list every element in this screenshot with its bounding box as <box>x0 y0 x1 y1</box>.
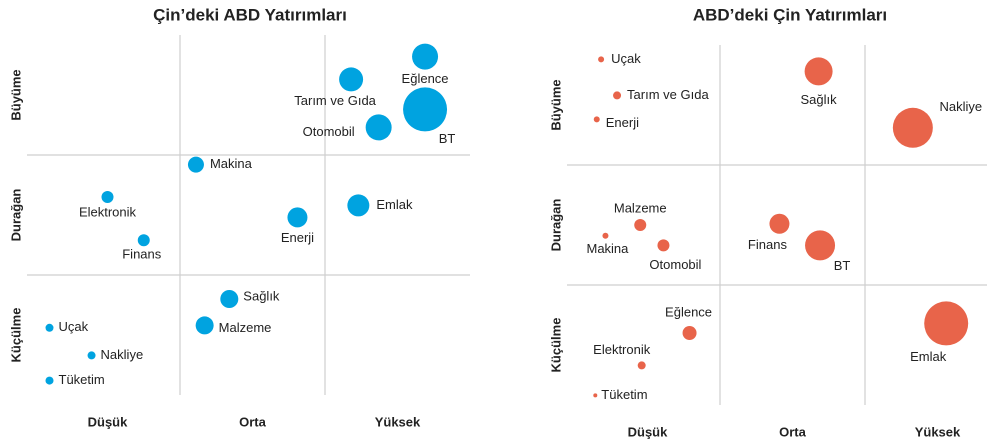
bubble <box>45 323 54 332</box>
data-label: Sağlık <box>243 288 280 303</box>
bubble <box>87 351 96 360</box>
bubble <box>45 376 54 385</box>
bubble <box>347 194 370 217</box>
bubble <box>613 91 622 100</box>
data-label: Emlak <box>376 197 413 212</box>
data-label: Uçak <box>611 51 641 66</box>
data-label: Eğlence <box>402 71 449 86</box>
bubble <box>634 219 647 231</box>
y-tick-label: Durağan <box>8 189 23 242</box>
bubble <box>220 290 239 308</box>
bubble <box>924 301 969 346</box>
bubble <box>657 239 670 252</box>
data-label: Nakliye <box>940 99 983 114</box>
bubble <box>195 316 214 335</box>
bubble <box>804 57 833 86</box>
x-tick-label: Düşük <box>628 424 669 439</box>
y-tick-label: Küçülme <box>548 318 563 373</box>
data-label: Makina <box>210 156 253 171</box>
x-tick-label: Orta <box>779 424 807 439</box>
bubble <box>137 234 150 247</box>
bubble <box>187 156 204 173</box>
bubble <box>769 213 790 234</box>
data-label: Finans <box>122 247 162 262</box>
bubble <box>682 326 697 340</box>
data-label: Tarım ve Gıda <box>627 87 709 102</box>
y-tick-label: Büyüme <box>8 69 23 120</box>
bubble <box>403 87 448 132</box>
bubble <box>602 232 609 239</box>
x-tick-label: Düşük <box>88 414 129 429</box>
data-label: BT <box>439 131 456 146</box>
bubble <box>339 67 364 92</box>
y-tick-label: Büyüme <box>548 79 563 130</box>
data-label: Sağlık <box>801 92 838 107</box>
data-label: Malzeme <box>219 320 272 335</box>
bubble <box>805 230 836 261</box>
data-label: Tüketim <box>601 387 647 402</box>
data-label: Makina <box>586 241 629 256</box>
data-label: Emlak <box>910 349 947 364</box>
bubble <box>412 43 439 70</box>
data-label: Nakliye <box>101 347 144 362</box>
data-label: BT <box>834 258 851 273</box>
data-label: Eğlence <box>665 304 712 319</box>
bubble <box>593 116 600 123</box>
data-label: Enerji <box>606 115 639 130</box>
data-label: Tüketim <box>59 372 105 387</box>
data-label: Otomobil <box>303 124 355 139</box>
y-tick-label: Durağan <box>548 199 563 252</box>
x-tick-label: Yüksek <box>375 414 421 429</box>
bubble <box>287 207 308 228</box>
chart-title: ABD’deki Çin Yatırımları <box>693 5 887 24</box>
data-label: Enerji <box>281 230 314 245</box>
chart-title: Çin’deki ABD Yatırımları <box>153 5 347 24</box>
bubble <box>892 107 933 148</box>
bubble <box>637 361 646 370</box>
x-tick-label: Orta <box>239 414 267 429</box>
data-label: Tarım ve Gıda <box>294 93 376 108</box>
data-label: Elektronik <box>593 342 651 357</box>
bubble <box>365 114 392 141</box>
x-tick-label: Yüksek <box>915 424 961 439</box>
data-label: Elektronik <box>79 204 137 219</box>
bubble <box>101 191 114 203</box>
bubble <box>598 56 605 63</box>
data-label: Finans <box>748 237 788 252</box>
data-label: Otomobil <box>649 257 701 272</box>
bubble <box>593 393 598 398</box>
data-label: Malzeme <box>614 200 667 215</box>
data-label: Uçak <box>59 319 89 334</box>
y-tick-label: Küçülme <box>8 308 23 363</box>
